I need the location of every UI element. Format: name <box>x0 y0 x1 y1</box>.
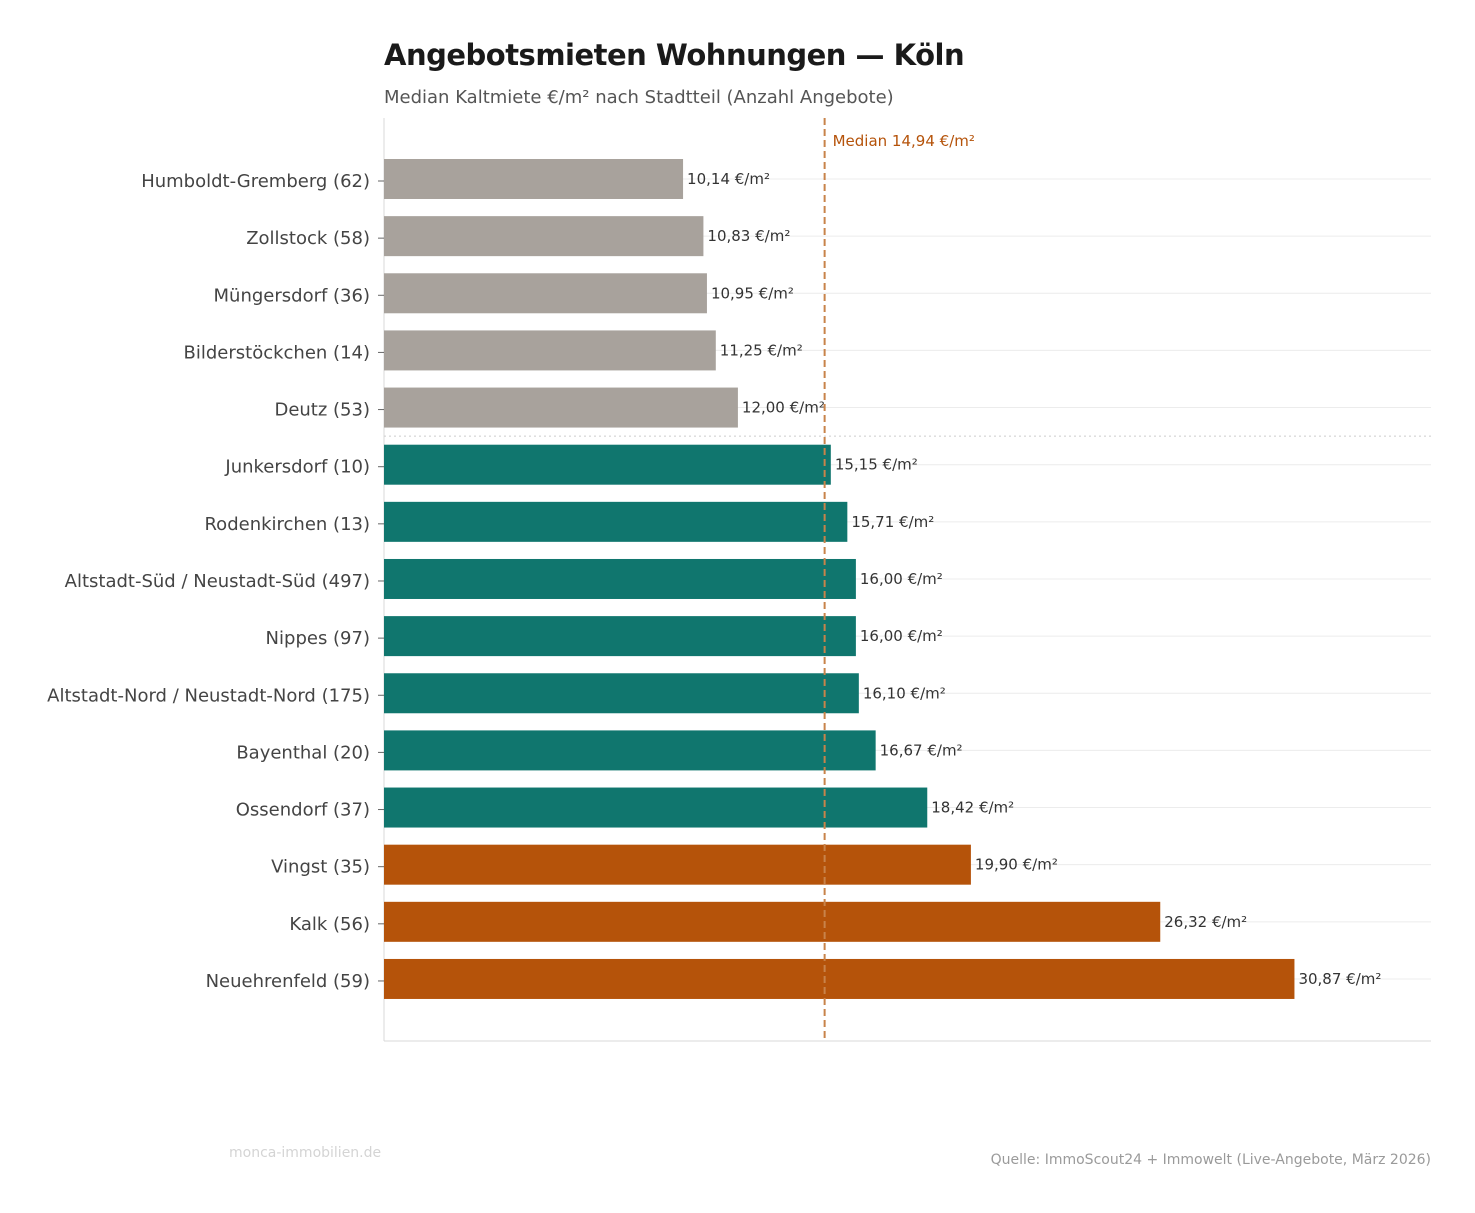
value-label: 19,90 €/m² <box>975 856 1058 874</box>
bar <box>384 844 971 885</box>
category-label: Altstadt-Süd / Neustadt-Süd (497) <box>65 571 370 592</box>
bar <box>384 673 859 714</box>
value-label: 10,83 €/m² <box>707 227 790 245</box>
median-label: Median 14,94 €/m² <box>833 132 975 150</box>
value-label: 18,42 €/m² <box>931 799 1014 817</box>
bar <box>384 901 1161 942</box>
bar <box>384 730 876 771</box>
value-label: 15,15 €/m² <box>835 456 918 474</box>
bar <box>384 958 1295 999</box>
category-label: Müngersdorf (36) <box>214 285 370 306</box>
bar <box>384 501 848 542</box>
bar <box>384 273 707 314</box>
watermark: monca-immobilien.de <box>229 1145 382 1161</box>
bar <box>384 558 856 599</box>
category-label: Kalk (56) <box>289 914 370 935</box>
bar <box>384 387 738 428</box>
category-label: Rodenkirchen (13) <box>204 514 370 535</box>
value-label: 15,71 €/m² <box>851 513 934 531</box>
value-label: 16,67 €/m² <box>880 741 963 759</box>
chart-title: Angebotsmieten Wohnungen — Köln <box>384 38 965 72</box>
category-label: Nippes (97) <box>266 628 370 649</box>
category-label: Neuehrenfeld (59) <box>206 971 370 992</box>
value-label: 10,95 €/m² <box>711 284 794 302</box>
bar <box>384 616 856 657</box>
category-label: Altstadt-Nord / Neustadt-Nord (175) <box>47 685 370 706</box>
value-label: 16,00 €/m² <box>860 570 943 588</box>
value-label: 16,10 €/m² <box>863 684 946 702</box>
value-label: 11,25 €/m² <box>720 341 803 359</box>
category-label: Bayenthal (20) <box>236 742 370 763</box>
value-label: 30,87 €/m² <box>1298 970 1381 988</box>
category-label: Vingst (35) <box>271 857 370 878</box>
category-label: Bilderstöckchen (14) <box>184 342 370 363</box>
bar <box>384 444 831 485</box>
source-note: Quelle: ImmoScout24 + Immowelt (Live-Ang… <box>990 1152 1431 1168</box>
value-label: 10,14 €/m² <box>687 170 770 188</box>
value-label: 26,32 €/m² <box>1164 913 1247 931</box>
bar <box>384 159 684 199</box>
category-label: Humboldt-Gremberg (62) <box>141 171 370 192</box>
category-label: Ossendorf (37) <box>236 800 370 821</box>
chart-subtitle: Median Kaltmiete €/m² nach Stadtteil (An… <box>384 87 894 108</box>
category-label: Deutz (53) <box>274 400 370 421</box>
category-label: Junkersdorf (10) <box>224 457 370 478</box>
value-label: 16,00 €/m² <box>860 627 943 645</box>
bar <box>384 216 704 257</box>
value-label: 12,00 €/m² <box>742 399 825 417</box>
category-label: Zollstock (58) <box>246 228 370 249</box>
bar <box>384 787 928 828</box>
bar <box>384 330 716 371</box>
